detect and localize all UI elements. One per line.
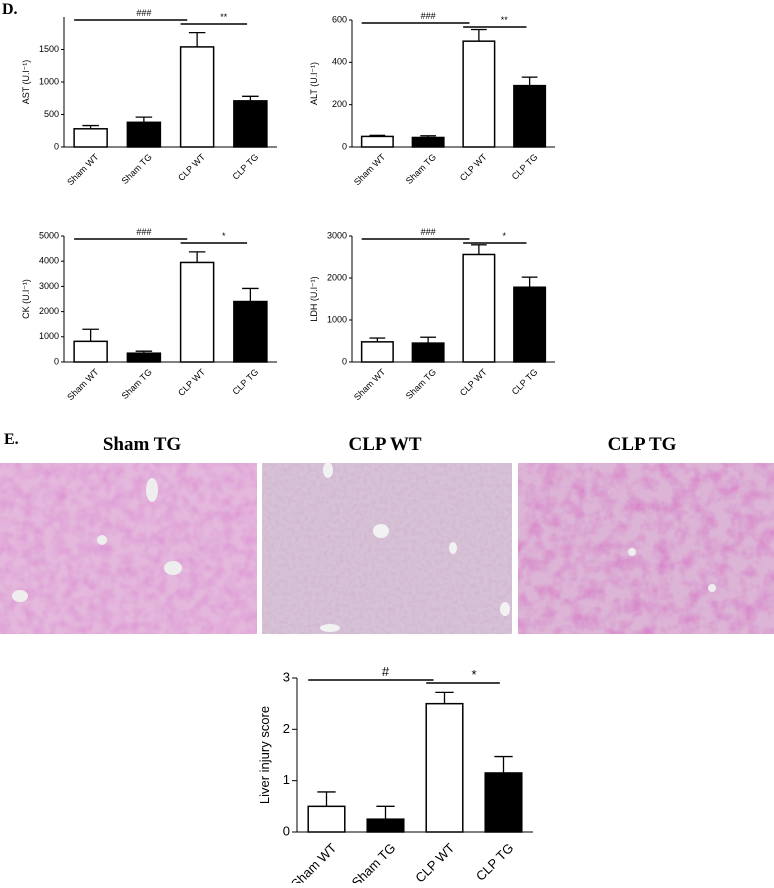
bar bbox=[366, 818, 405, 833]
x-tick-label: CLP WT bbox=[458, 367, 489, 398]
y-tick-label: 0 bbox=[342, 356, 347, 366]
x-tick-label: CLP WT bbox=[412, 840, 457, 883]
x-tick-label: CLP TG bbox=[473, 840, 516, 883]
micrograph-title: Sham TG bbox=[103, 434, 182, 455]
y-tick-label: 3000 bbox=[327, 230, 347, 240]
bar bbox=[73, 340, 108, 363]
y-tick-label: 4000 bbox=[39, 256, 59, 266]
x-tick-label: Sham TG bbox=[120, 367, 154, 401]
significance-label: * bbox=[471, 667, 476, 682]
y-tick-label: 1000 bbox=[39, 76, 59, 86]
bar bbox=[73, 128, 108, 148]
panel-label: D. bbox=[2, 1, 18, 18]
bar bbox=[179, 46, 215, 148]
bar bbox=[425, 702, 464, 833]
y-tick-label: 0 bbox=[54, 141, 59, 151]
bar bbox=[179, 261, 215, 363]
y-tick-label: 5000 bbox=[39, 230, 59, 240]
bar bbox=[411, 136, 445, 148]
y-tick-label: 500 bbox=[44, 109, 59, 119]
x-tick-label: CLP WT bbox=[458, 152, 489, 183]
y-tick-label: 1500 bbox=[39, 44, 59, 54]
chart: 0 1 2 3 Liver injury score Sham WT Sham TG CLP … bbox=[257, 664, 533, 888]
bar bbox=[126, 352, 162, 363]
bar bbox=[360, 341, 394, 363]
y-tick-label: 0 bbox=[283, 823, 290, 838]
significance-label: ### bbox=[421, 11, 436, 21]
y-axis-label: AST (U.l⁻¹) bbox=[21, 60, 31, 105]
chart: 0 200 400 600 ALT (U.l⁻¹) Sham WT Sham TG CLP W… bbox=[309, 11, 555, 187]
bar bbox=[484, 772, 523, 833]
significance-label: # bbox=[382, 664, 390, 679]
micrograph bbox=[0, 463, 257, 634]
panel-label: E. bbox=[4, 431, 19, 448]
x-tick-label: Sham WT bbox=[352, 152, 388, 188]
bar bbox=[513, 286, 547, 363]
y-tick-label: 1 bbox=[283, 772, 290, 787]
micrograph-title: CLP WT bbox=[348, 434, 421, 455]
bar bbox=[233, 100, 268, 148]
y-tick-label: 2 bbox=[283, 721, 290, 736]
x-tick-label: CLP TG bbox=[230, 152, 260, 182]
x-tick-label: Sham TG bbox=[404, 152, 438, 186]
micrograph bbox=[518, 463, 774, 634]
y-axis-label: Liver injury score bbox=[257, 706, 272, 804]
y-tick-label: 0 bbox=[342, 141, 347, 151]
significance-label: ** bbox=[220, 12, 228, 22]
y-tick-label: 600 bbox=[332, 14, 347, 24]
chart: 0 1000 2000 3000 LDH (U.l⁻¹) Sham WT Sham TG CL… bbox=[309, 227, 555, 402]
y-tick-label: 400 bbox=[332, 57, 347, 67]
y-tick-label: 3000 bbox=[39, 281, 59, 291]
x-tick-label: CLP TG bbox=[510, 152, 540, 182]
bar bbox=[513, 84, 547, 148]
y-axis-label: CK (U.l⁻¹) bbox=[21, 279, 31, 319]
bar bbox=[462, 40, 496, 148]
x-tick-label: Sham TG bbox=[349, 840, 399, 883]
chart: 0 500 1000 1500 AST (U.l⁻¹) Sham WT Sham TG CLP… bbox=[21, 8, 277, 187]
y-tick-label: 3 bbox=[283, 669, 290, 684]
x-tick-label: CLP TG bbox=[510, 367, 540, 397]
chart: 0 1000 2000 3000 4000 5000 CK (U.l⁻¹) Sham WT Sh… bbox=[21, 227, 277, 402]
y-axis-label: LDH (U.l⁻¹) bbox=[309, 276, 319, 321]
bar bbox=[233, 300, 268, 363]
bar bbox=[360, 135, 394, 148]
y-tick-label: 0 bbox=[54, 356, 59, 366]
x-tick-label: Sham TG bbox=[404, 367, 438, 401]
significance-label: ### bbox=[421, 227, 436, 237]
bar bbox=[126, 121, 162, 148]
significance-label: ### bbox=[136, 8, 151, 18]
bar bbox=[307, 805, 346, 833]
bar bbox=[462, 253, 496, 363]
significance-label: * bbox=[222, 231, 226, 241]
x-tick-label: Sham WT bbox=[288, 840, 340, 883]
x-tick-label: Sham TG bbox=[120, 152, 154, 186]
x-tick-label: CLP TG bbox=[230, 367, 260, 397]
y-axis-label: ALT (U.l⁻¹) bbox=[309, 62, 319, 105]
x-tick-label: Sham WT bbox=[352, 367, 388, 403]
y-tick-label: 2000 bbox=[327, 272, 347, 282]
x-tick-label: Sham WT bbox=[65, 367, 101, 403]
significance-label: ### bbox=[136, 227, 151, 237]
x-tick-label: CLP WT bbox=[176, 152, 207, 183]
y-tick-label: 1000 bbox=[39, 331, 59, 341]
y-tick-label: 1000 bbox=[327, 314, 347, 324]
micrograph-title: CLP TG bbox=[608, 434, 677, 455]
bar bbox=[411, 342, 445, 363]
y-tick-label: 2000 bbox=[39, 306, 59, 316]
x-tick-label: Sham WT bbox=[65, 152, 101, 188]
x-tick-label: CLP WT bbox=[176, 367, 207, 398]
significance-label: ** bbox=[501, 15, 509, 25]
y-tick-label: 200 bbox=[332, 99, 347, 109]
micrograph bbox=[262, 462, 512, 634]
significance-label: * bbox=[502, 231, 506, 241]
